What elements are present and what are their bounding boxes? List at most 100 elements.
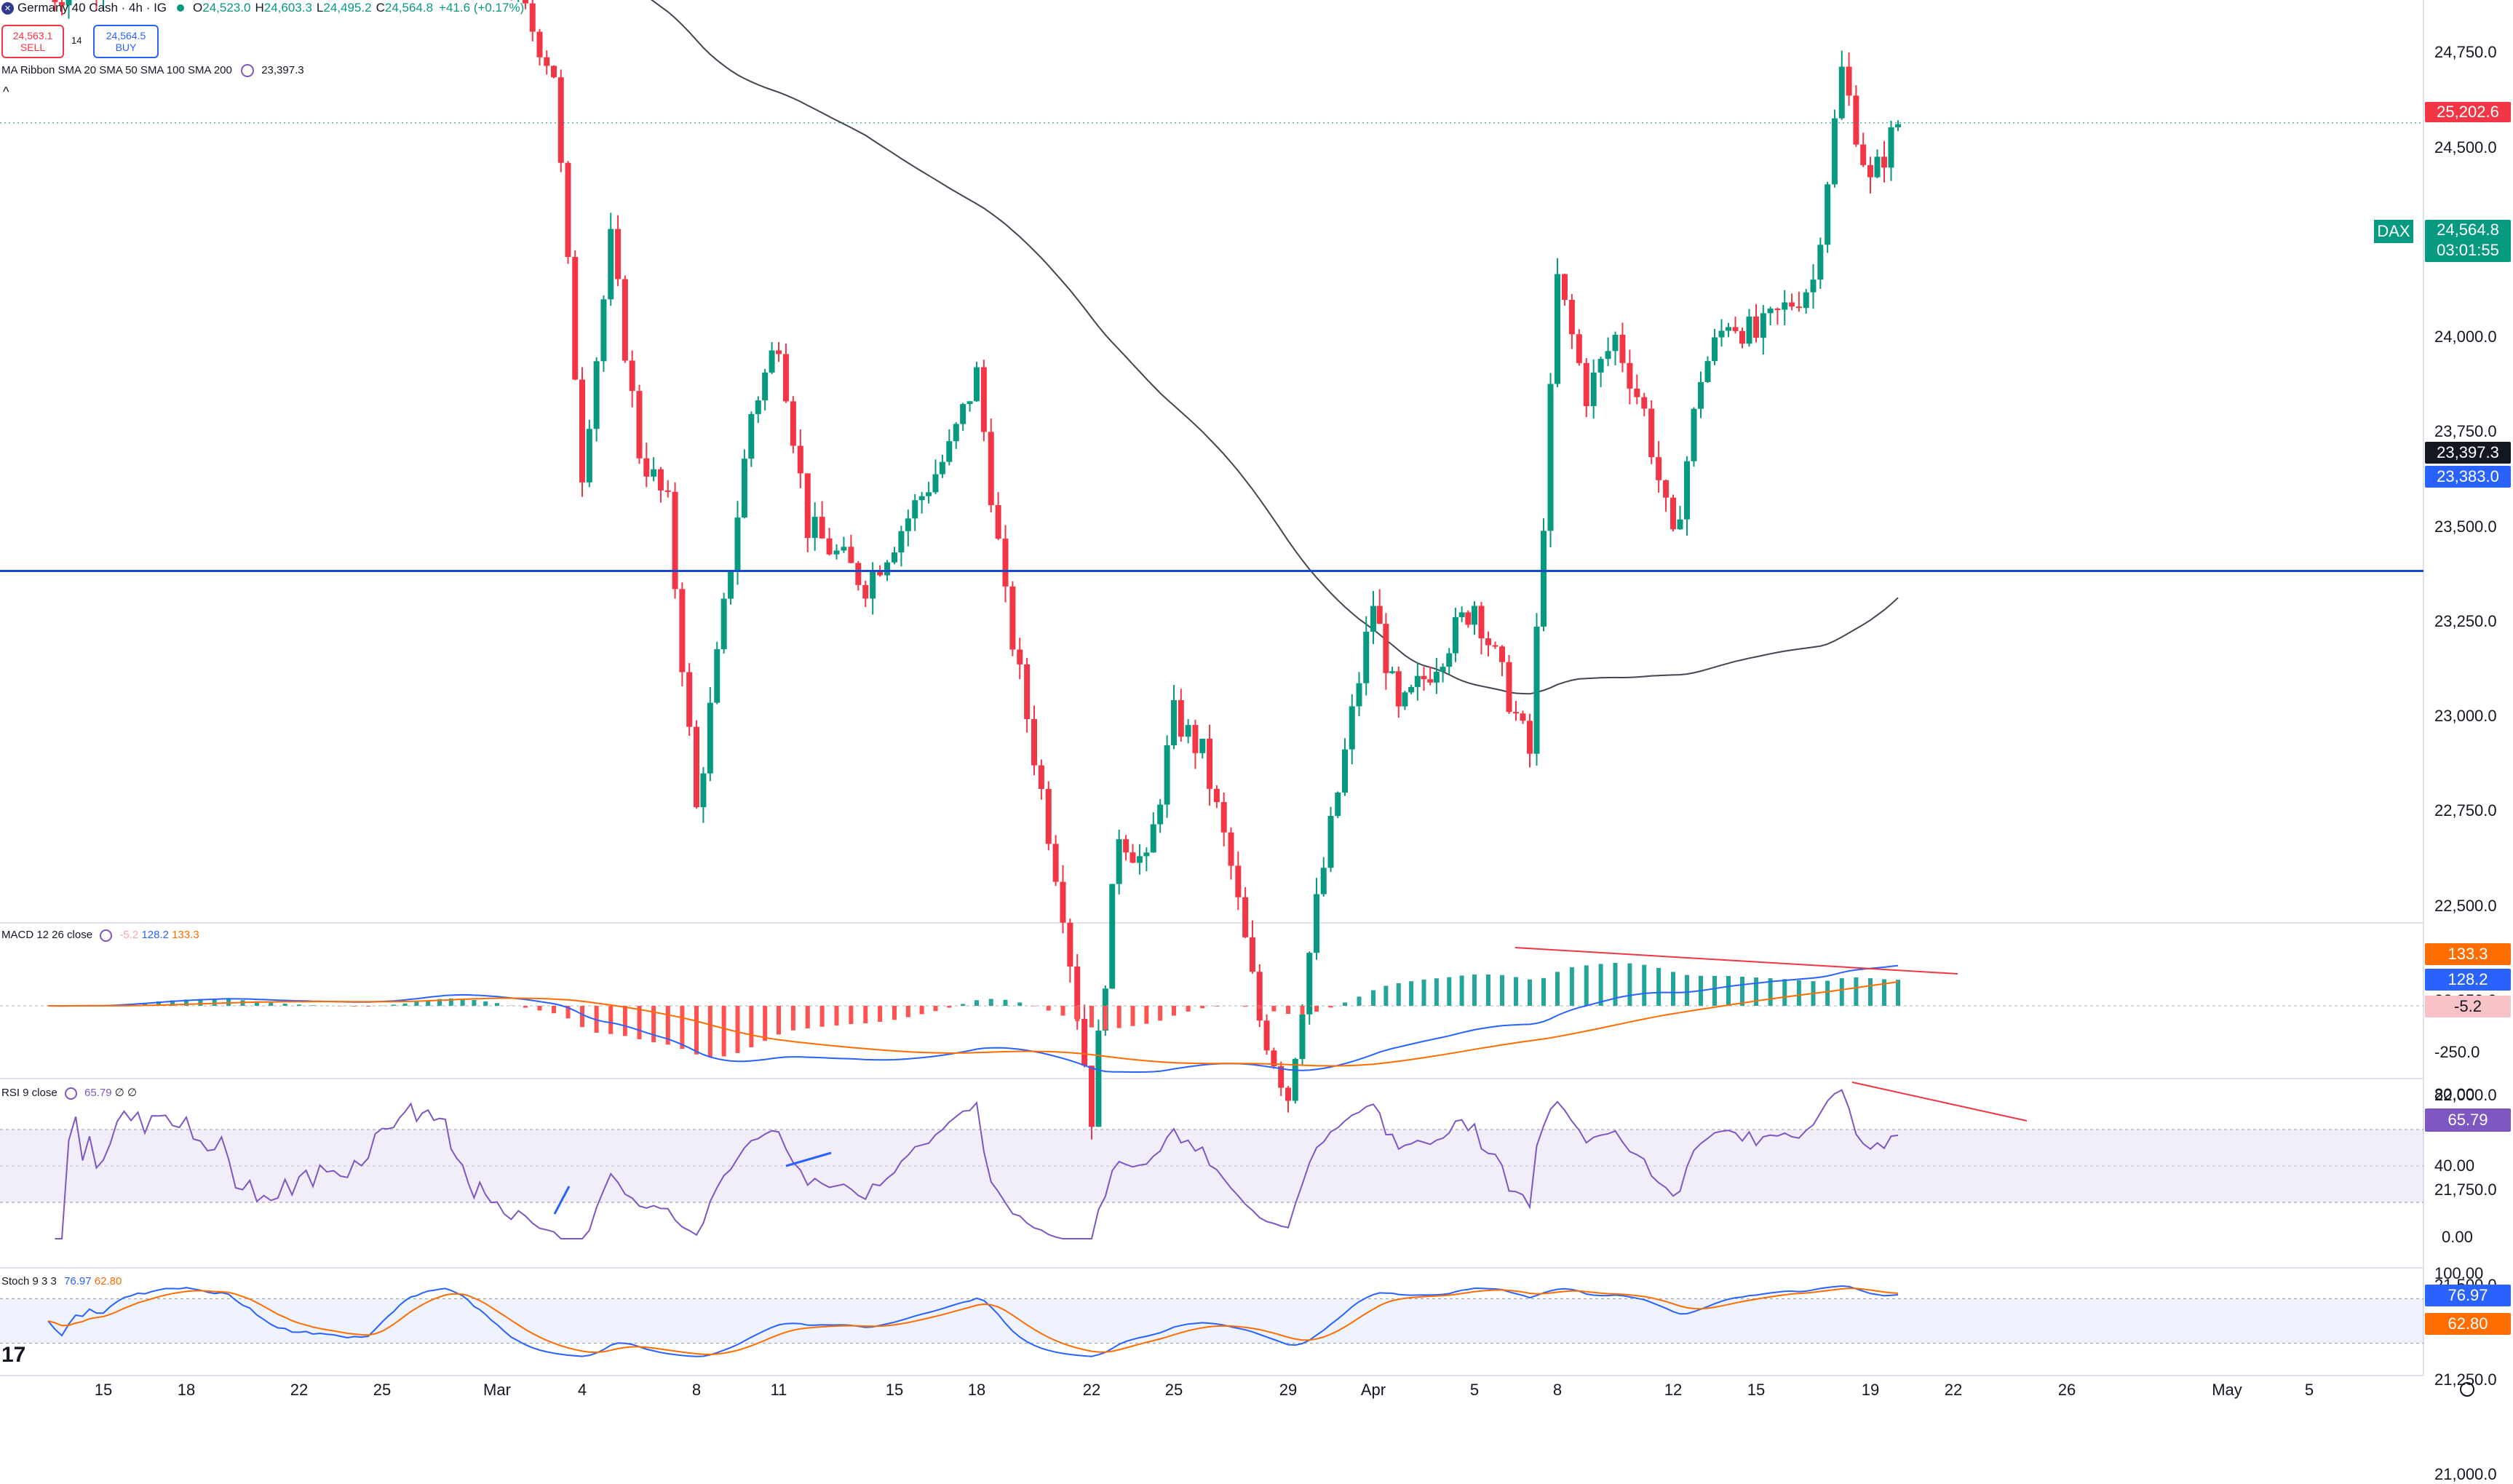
eye-icon[interactable] — [100, 929, 112, 942]
candle-body — [1520, 713, 1526, 721]
stoch-legend[interactable]: Stoch 9 3 3 76.97 62.80 — [1, 1275, 122, 1287]
macd-hist-value: -5.2 — [119, 929, 138, 941]
macd-histogram-bar — [1472, 975, 1477, 1006]
time-axis-label: May — [2212, 1381, 2242, 1400]
candle-body — [544, 57, 549, 66]
candle-body — [1753, 317, 1759, 338]
candle-body — [1678, 520, 1683, 530]
time-axis-label: 22 — [290, 1381, 308, 1400]
candle-body — [884, 563, 890, 576]
candle-body — [551, 66, 557, 77]
macd-histogram-bar — [1584, 965, 1589, 1006]
macd-histogram-bar — [403, 1004, 408, 1006]
candle-body — [637, 391, 643, 459]
ma-ribbon-title: MA Ribbon SMA 20 SMA 50 SMA 100 SMA 200 — [1, 64, 232, 76]
candle-body — [805, 473, 811, 538]
ma-ribbon-legend[interactable]: MA Ribbon SMA 20 SMA 50 SMA 100 SMA 200 … — [1, 64, 304, 77]
macd-histogram-bar — [1144, 1006, 1148, 1024]
macd-histogram-bar — [483, 1001, 488, 1006]
candle-body — [1031, 719, 1037, 766]
current-price: 24,564.8 — [2425, 220, 2511, 240]
buy-button[interactable]: 24,564.5 BUY — [93, 25, 159, 58]
rsi-value-tag: 65.79 — [2425, 1108, 2511, 1132]
candle-body — [672, 492, 678, 590]
macd-histogram-bar — [1868, 978, 1873, 1006]
time-axis-label: Apr — [1361, 1381, 1386, 1400]
chevron-up-icon[interactable]: ^ — [3, 84, 9, 100]
candle-body — [1889, 127, 1894, 167]
candle-body — [651, 469, 656, 477]
macd-histogram-bar — [1514, 977, 1518, 1006]
time-axis-label: 18 — [178, 1381, 195, 1400]
tradingview-logo[interactable]: 17 — [1, 1343, 25, 1368]
macd-histogram-bar — [820, 1006, 825, 1027]
macd-histogram-bar — [1656, 968, 1661, 1006]
ohlc-open: 24,523.0 — [202, 1, 250, 15]
candle-body — [953, 424, 959, 442]
rsi-legend[interactable]: RSI 9 close 65.79 ∅ ∅ — [1, 1086, 137, 1100]
rsi-v3: ∅ — [127, 1087, 137, 1099]
macd-histogram-bar — [1032, 1006, 1036, 1007]
macd-histogram-bar — [1500, 975, 1504, 1006]
eye-icon[interactable] — [241, 64, 254, 77]
macd-histogram-bar — [1460, 975, 1464, 1006]
candle-body — [769, 351, 775, 373]
macd-legend[interactable]: MACD 12 26 close -5.2 128.2 133.3 — [1, 929, 199, 942]
candle-body — [1548, 384, 1554, 531]
macd-histogram-bar — [1528, 980, 1532, 1006]
candle-body — [1598, 359, 1604, 373]
candle-body — [679, 589, 685, 672]
candle-body — [1648, 408, 1654, 457]
gear-icon[interactable] — [2460, 1382, 2474, 1397]
macd-histogram-bar — [722, 1006, 726, 1056]
macd-histogram-bar — [849, 1006, 853, 1024]
candle-body — [855, 563, 861, 585]
candle-body — [594, 361, 600, 429]
candle-body — [1555, 274, 1560, 384]
macd-histogram-bar — [694, 1006, 699, 1055]
candle-body — [643, 459, 649, 477]
candle-body — [812, 517, 818, 538]
candle-body — [848, 547, 854, 563]
candle-body — [1143, 852, 1149, 856]
candle-body — [755, 400, 761, 414]
candle-body — [622, 279, 628, 360]
macd-histogram-bar — [1258, 1006, 1262, 1009]
candle-body — [933, 475, 939, 493]
candle-body — [1493, 646, 1498, 647]
chart-canvas[interactable] — [0, 0, 2513, 1402]
candle-body — [1321, 868, 1327, 894]
candle-body — [1796, 306, 1802, 308]
candle-body — [1081, 1019, 1087, 1066]
eye-icon[interactable] — [65, 1087, 77, 1100]
candle-body — [1157, 805, 1163, 825]
candle-body — [1499, 646, 1505, 662]
macd-signal-tag: 133.3 — [2425, 943, 2511, 965]
macd-histogram-bar — [1200, 1006, 1204, 1008]
time-axis-label: 12 — [1664, 1381, 1682, 1400]
candle-body — [1853, 95, 1859, 144]
candle-body — [1726, 327, 1731, 330]
candle-body — [537, 32, 543, 57]
candle-body — [630, 360, 635, 391]
buy-price: 24,564.5 — [106, 30, 146, 41]
macd-histogram-bar — [1740, 977, 1744, 1006]
candle-body — [1003, 539, 1009, 587]
time-axis-label: 25 — [1165, 1381, 1183, 1400]
macd-histogram-bar — [523, 1006, 528, 1008]
macd-histogram-bar — [1409, 981, 1413, 1006]
sell-button[interactable]: 24,563.1 SELL — [1, 25, 64, 58]
candle-body — [1895, 124, 1901, 127]
macd-histogram-bar — [806, 1006, 810, 1028]
macd-histogram-bar — [1685, 975, 1689, 1006]
ohlc-open-label: O — [193, 1, 202, 15]
candle-body — [1024, 664, 1030, 719]
ohlc-low-label: L — [317, 1, 323, 15]
candle-body — [1562, 274, 1568, 300]
time-axis-label: 5 — [1470, 1381, 1479, 1400]
macd-histogram-bar — [835, 1006, 839, 1025]
candle-body — [783, 354, 789, 401]
price-axis-label: 23,000.0 — [2434, 707, 2497, 726]
macd-histogram-bar — [878, 1006, 882, 1022]
symbol-title[interactable]: Germany 40 Cash · 4h · IG — [17, 1, 167, 15]
